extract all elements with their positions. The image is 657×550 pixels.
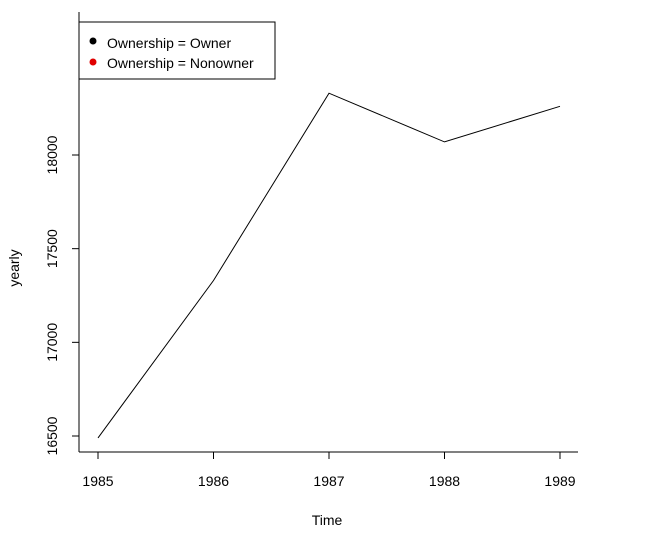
x-tick-label: 1987 bbox=[313, 473, 344, 489]
legend: Ownership = Owner Ownership = Nonowner bbox=[78, 21, 276, 80]
y-tick-label: 17000 bbox=[44, 323, 60, 362]
legend-box bbox=[78, 21, 276, 80]
series-layer bbox=[97, 92, 561, 439]
axis-ticks: 1985 1986 1987 1988 1989 16500 17000 17500 18000 bbox=[44, 135, 576, 489]
legend-marker-owner bbox=[89, 37, 97, 45]
x-axis-label: Time bbox=[312, 512, 343, 528]
x-tick-label: 1989 bbox=[544, 473, 575, 489]
y-tick-label: 16500 bbox=[44, 416, 60, 455]
legend-label-owner: Ownership = Owner bbox=[107, 35, 231, 51]
y-tick-label: 17500 bbox=[44, 229, 60, 268]
legend-label-nonowner: Ownership = Nonowner bbox=[107, 55, 254, 71]
y-axis-label: yearly bbox=[6, 249, 22, 286]
legend-marker-nonowner bbox=[89, 58, 97, 66]
x-tick-label: 1988 bbox=[429, 473, 460, 489]
y-tick-label: 18000 bbox=[44, 135, 60, 174]
x-tick-label: 1986 bbox=[198, 473, 229, 489]
series-line-0 bbox=[97, 92, 561, 439]
x-tick-label: 1985 bbox=[82, 473, 113, 489]
